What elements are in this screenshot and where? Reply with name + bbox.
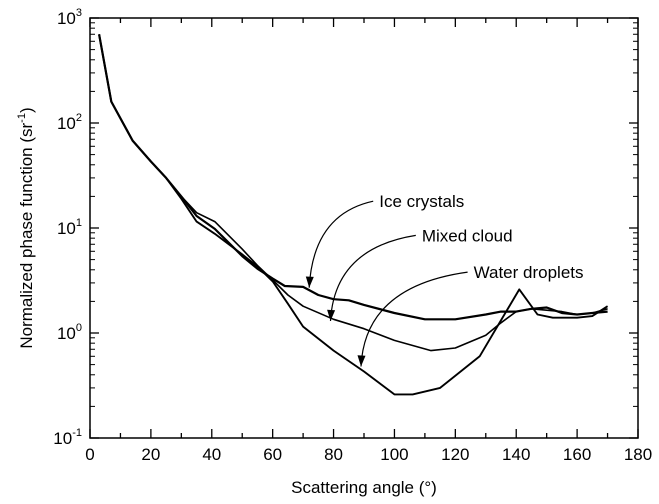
y-tick-label: 10-1	[53, 427, 82, 448]
y-axis-label: Normalized phase function (sr-1)	[16, 107, 36, 348]
x-tick-label: 100	[380, 445, 408, 464]
x-tick-label: 0	[85, 445, 94, 464]
x-tick-label: 160	[563, 445, 591, 464]
plot-frame	[89, 17, 639, 439]
annotation-label-ice-crystals: Ice crystals	[379, 192, 464, 211]
y-axis-label-close: )	[17, 107, 36, 113]
x-axis-label: Scattering angle (°)	[291, 478, 437, 497]
x-tick-label: 140	[502, 445, 530, 464]
x-tick-label: 80	[324, 445, 343, 464]
annotation-arrowhead-mixed-cloud	[327, 309, 336, 321]
annotations: Ice crystals Mixed cloud Water droplets	[305, 192, 584, 367]
y-tick-label: 103	[57, 7, 82, 28]
annotation-label-mixed-cloud: Mixed cloud	[422, 226, 513, 245]
y-tick-label: 102	[57, 112, 82, 133]
x-tick-label: 20	[141, 445, 160, 464]
y-axis-label-exponent: -1	[16, 113, 28, 123]
data-series	[98, 34, 609, 396]
annotation-arrowhead-ice-crystals	[305, 276, 314, 288]
y-tick-label: 100	[57, 322, 82, 343]
annotation-arrow-water-droplets	[360, 271, 468, 367]
y-tick-label: 101	[57, 217, 82, 238]
y-axis-label-main: Normalized phase function (sr	[17, 122, 36, 348]
x-tick-label: 60	[263, 445, 282, 464]
annotation-arrow-mixed-cloud	[329, 234, 416, 322]
annotation-arrow-ice-crystals	[308, 200, 374, 288]
series-line-water-droplets	[98, 34, 609, 396]
axis-ticks	[89, 17, 639, 439]
x-tick-label: 40	[202, 445, 221, 464]
x-tick-label: 120	[441, 445, 469, 464]
axis-tick-labels: 0 20 40 60 80 100 120 140 160 180 10-1 100 101 102 103	[53, 7, 652, 464]
annotation-label-water-droplets: Water droplets	[474, 263, 584, 282]
series-line-mixed-cloud	[98, 34, 608, 352]
annotation-arrowhead-water-droplets	[357, 355, 366, 367]
x-tick-label: 180	[624, 445, 652, 464]
